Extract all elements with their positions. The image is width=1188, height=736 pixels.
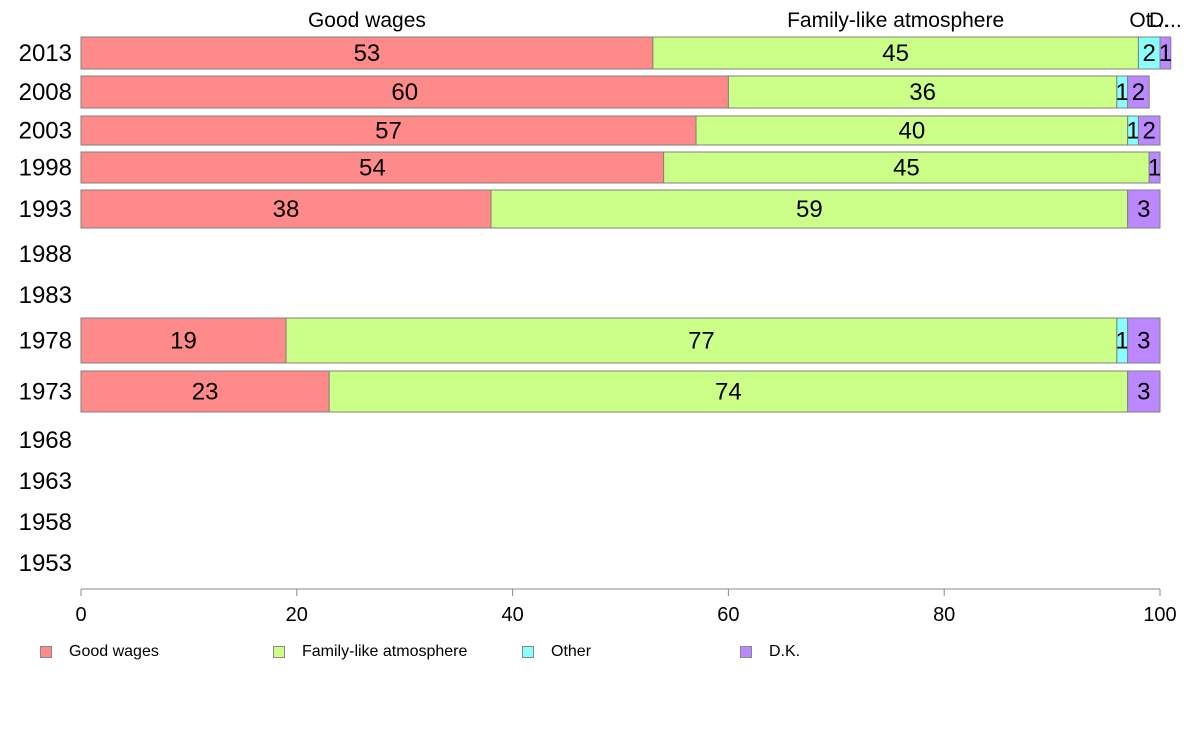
y-tick-label: 1983	[19, 282, 72, 309]
legend-item: Family-like atmosphere	[273, 643, 467, 661]
x-tick-label: 0	[75, 604, 86, 626]
data-label: 77	[688, 328, 715, 355]
top-series-label: Family-like atmosphere	[787, 9, 1004, 32]
bar-segment	[1148, 151, 1161, 184]
x-axis: 0 20 40 60 80 100	[75, 588, 1177, 626]
bar-segment	[652, 36, 1139, 70]
bar-segment	[1137, 115, 1161, 146]
y-tick-label: 1963	[19, 468, 72, 495]
bar-segment	[80, 317, 287, 364]
top-series-label: Good wages	[308, 9, 426, 32]
y-tick-label: 1978	[19, 328, 72, 355]
legend-item: Other	[522, 643, 591, 661]
legend-label: D.K.	[769, 643, 801, 660]
data-label: 23	[192, 379, 219, 406]
y-tick-label: 2008	[19, 79, 72, 106]
data-label: 3	[1137, 196, 1150, 223]
bar-segment	[285, 317, 1118, 364]
bar-segment	[1127, 75, 1150, 109]
y-tick-label: 1993	[19, 196, 72, 223]
x-tick-label: 80	[933, 604, 955, 626]
y-tick-label: 1968	[19, 427, 72, 454]
data-label: 3	[1137, 328, 1150, 355]
bar-segment	[80, 151, 665, 184]
data-label: 36	[909, 79, 936, 106]
legend: Good wages Family-like atmosphere Other D.K…	[40, 643, 1140, 665]
y-tick-label: 1998	[19, 155, 72, 182]
bar-segment	[695, 115, 1129, 146]
y-tick-label: 1953	[19, 550, 72, 577]
data-label: 53	[354, 40, 381, 67]
bar-segment	[1127, 370, 1161, 413]
bar-segment	[80, 75, 729, 109]
y-tick-label: 1988	[19, 241, 72, 268]
x-tick-label: 100	[1143, 604, 1176, 626]
data-label: 19	[170, 328, 197, 355]
legend-label: Other	[551, 643, 592, 660]
data-label: 1	[1126, 118, 1139, 145]
data-label: 1	[1159, 40, 1172, 67]
bar-segment	[1127, 189, 1161, 229]
bar-segment	[1159, 36, 1172, 70]
x-tick-label: 40	[501, 604, 523, 626]
data-label: 57	[375, 118, 402, 145]
data-label: 40	[898, 118, 925, 145]
bar-segment	[1127, 317, 1161, 364]
top-series-label: D...	[1149, 9, 1182, 32]
legend-swatch	[740, 646, 752, 658]
bar-segment	[80, 370, 330, 413]
bar-segment	[490, 189, 1129, 229]
data-label: 74	[715, 379, 742, 406]
data-label: 1	[1116, 328, 1129, 355]
data-label: 2	[1143, 118, 1156, 145]
top-series-label: Ot...	[1129, 9, 1169, 32]
x-tick-label: 20	[286, 604, 308, 626]
legend-label: Good wages	[69, 643, 159, 660]
data-label: 38	[273, 196, 300, 223]
y-tick-label: 2013	[19, 40, 72, 67]
y-tick-label: 1958	[19, 509, 72, 536]
legend-item: Good wages	[40, 643, 159, 661]
top-series-labels: Good wages Family-like atmosphere Ot...D..…	[308, 9, 1182, 32]
data-label: 1	[1148, 155, 1161, 182]
data-label: 60	[391, 79, 418, 106]
legend-swatch	[40, 646, 52, 658]
legend-label: Family-like atmosphere	[302, 643, 468, 660]
bar-segment	[80, 189, 492, 229]
data-label: 45	[893, 155, 920, 182]
bar-segment	[80, 115, 697, 146]
y-axis-labels: 2013 2008 2003 1998 1993 1988 1983 1978 1973 1968…	[19, 40, 72, 577]
x-tick-label: 60	[717, 604, 739, 626]
legend-item: D.K.	[740, 643, 800, 661]
data-label: 2	[1132, 79, 1145, 106]
data-label: 1	[1116, 79, 1129, 106]
data-label: 54	[359, 155, 386, 182]
data-label: 3	[1137, 379, 1150, 406]
y-tick-label: 1973	[19, 379, 72, 406]
data-label: 59	[796, 196, 823, 223]
legend-swatch	[522, 646, 534, 658]
y-tick-label: 2003	[19, 118, 72, 145]
data-label: 2	[1143, 40, 1156, 67]
legend-swatch	[273, 646, 285, 658]
bars-layer: 53 45 2 160 36 1 257 40 1 254 45 138 59 319 77 1 323 74 3	[80, 36, 1172, 413]
data-label: 45	[882, 40, 909, 67]
